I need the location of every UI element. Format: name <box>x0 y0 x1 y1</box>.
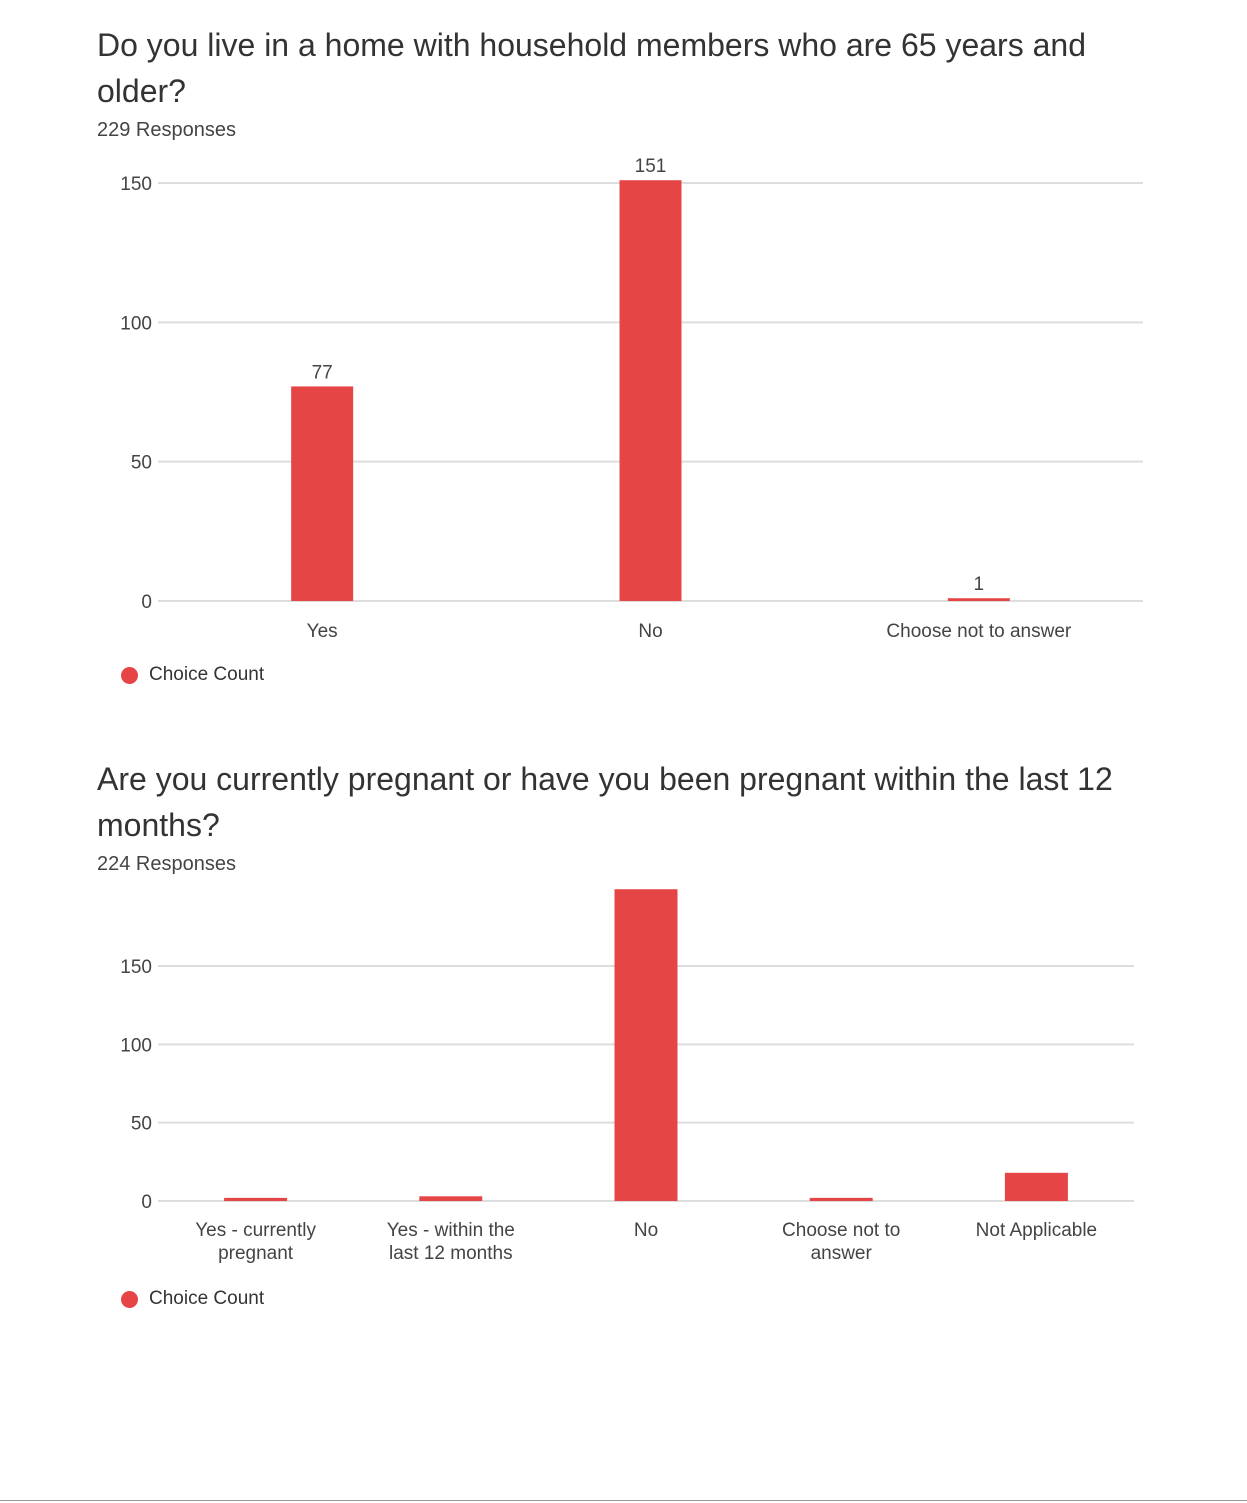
question-2-legend: Choice Count <box>121 1288 264 1310</box>
question-1-bar-chart: 0 50 100 150 77 Yes 151 No 1 Choose not to answer <box>120 156 1143 642</box>
x-category-label: No <box>634 1220 658 1241</box>
question-2-response-count: 224 Responses <box>97 853 236 875</box>
x-category-label: No <box>638 621 662 642</box>
bar-data-label: 1 <box>974 574 985 595</box>
x-category-label: Yes - within the <box>387 1220 515 1241</box>
x-category-label: answer <box>811 1243 873 1264</box>
question-2-title: Are you currently pregnant or have you b… <box>97 761 1113 843</box>
legend-dot-icon <box>121 1290 138 1308</box>
x-category-label: last 12 months <box>389 1243 513 1264</box>
y-tick-label: 50 <box>131 453 152 474</box>
bar <box>224 1197 288 1201</box>
x-category-label: Yes <box>307 621 338 642</box>
y-tick-label: 0 <box>141 592 152 613</box>
bar <box>619 180 682 602</box>
bar <box>809 1197 873 1201</box>
legend-dot-icon <box>121 666 138 684</box>
y-tick-label: 0 <box>141 1192 152 1213</box>
bar-data-label: 151 <box>635 156 667 177</box>
x-category-label: Yes - currently <box>195 1220 316 1241</box>
x-category-label: Not Applicable <box>976 1220 1097 1241</box>
x-category-label: Choose not to <box>782 1220 900 1241</box>
bar <box>947 598 1010 601</box>
y-tick-label: 50 <box>131 1114 152 1135</box>
question-1-response-count: 229 Responses <box>97 119 236 141</box>
x-category-label: pregnant <box>218 1243 294 1264</box>
page-bottom-divider <box>0 1500 1247 1501</box>
question-1-legend: Choice Count <box>121 664 264 686</box>
y-tick-label: 150 <box>120 957 152 978</box>
question-1-title: Do you live in a home with household mem… <box>97 27 1086 109</box>
legend-label: Choice Count <box>149 664 265 685</box>
legend-label: Choice Count <box>149 1288 265 1309</box>
y-tick-label: 100 <box>120 1035 152 1056</box>
y-tick-label: 150 <box>120 174 152 195</box>
bar <box>614 889 678 1201</box>
bar-data-label: 77 <box>312 362 333 383</box>
bar <box>291 386 354 601</box>
bar <box>1004 1172 1068 1201</box>
bar <box>419 1196 483 1201</box>
x-category-label: Choose not to answer <box>886 621 1072 642</box>
y-tick-label: 100 <box>120 313 152 334</box>
